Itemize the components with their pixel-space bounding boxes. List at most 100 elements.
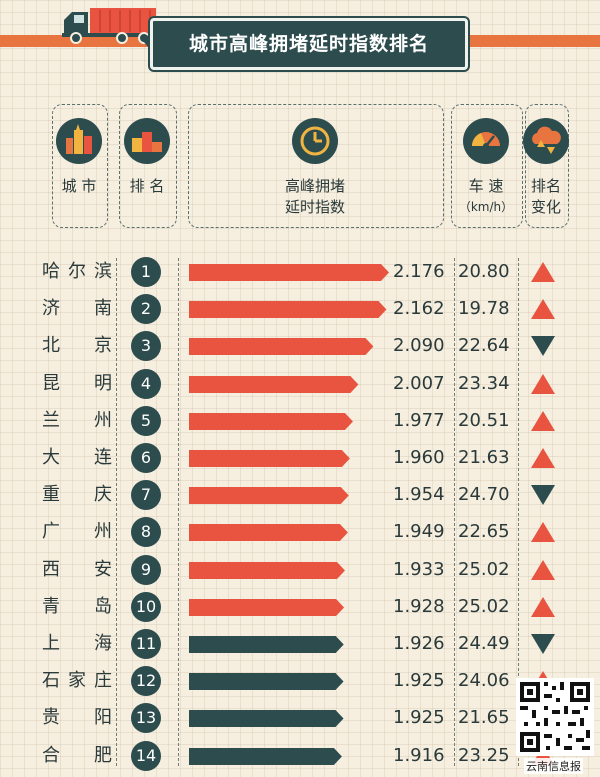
index-bar-shape bbox=[189, 524, 348, 542]
index-bar-shape bbox=[189, 561, 345, 579]
index-bar-shape bbox=[189, 450, 350, 467]
index-bar-shape bbox=[189, 636, 344, 653]
index-bar bbox=[189, 412, 353, 430]
rank-badge: 1 bbox=[131, 257, 161, 287]
index-bar bbox=[189, 450, 350, 467]
index-bar bbox=[189, 264, 389, 281]
column-separator bbox=[178, 258, 181, 766]
speed-value: 24.49 bbox=[458, 633, 510, 654]
speed-header-label-2: （km/h） bbox=[458, 200, 514, 214]
city-label: 昆明 bbox=[42, 372, 112, 394]
clock-icon bbox=[292, 118, 338, 164]
watermark-text: 云南信息报 bbox=[524, 758, 583, 774]
index-header-label-1: 高峰拥堵 bbox=[284, 177, 345, 195]
rank-up-icon bbox=[531, 522, 555, 543]
index-value: 2.090 bbox=[393, 335, 445, 357]
city-label: 石家庄 bbox=[42, 670, 112, 692]
index-bar bbox=[189, 524, 348, 542]
index-value: 1.933 bbox=[393, 558, 445, 580]
rank-badge: 6 bbox=[131, 443, 161, 473]
rank-badge: 11 bbox=[131, 629, 161, 659]
rank-up-icon bbox=[531, 410, 555, 431]
index-bar-shape bbox=[189, 747, 342, 765]
rank-up-icon bbox=[531, 262, 555, 282]
city-column-header bbox=[52, 104, 108, 228]
speed-value: 20.51 bbox=[458, 409, 510, 431]
city-label: 贵阳 bbox=[42, 707, 112, 729]
index-header-label-2: 延时指数 bbox=[284, 198, 345, 216]
rank-down-icon bbox=[531, 634, 555, 654]
city-label: 大连 bbox=[42, 447, 112, 468]
index-value: 1.960 bbox=[393, 447, 445, 468]
index-value: 1.916 bbox=[393, 744, 445, 766]
index-value: 1.928 bbox=[393, 595, 445, 617]
speed-value: 19.78 bbox=[458, 298, 510, 320]
index-bar bbox=[189, 636, 344, 653]
rank-up-icon bbox=[531, 559, 555, 580]
index-bar bbox=[189, 338, 374, 356]
index-bar bbox=[189, 561, 345, 579]
speed-value: 22.64 bbox=[458, 335, 510, 357]
index-value: 1.925 bbox=[393, 670, 445, 692]
city-label: 济南 bbox=[42, 298, 112, 320]
rank-badge: 2 bbox=[131, 294, 161, 325]
index-bar-shape bbox=[189, 412, 353, 430]
index-bar-shape bbox=[189, 487, 349, 505]
city-label: 哈尔滨 bbox=[42, 261, 112, 282]
column-separator bbox=[518, 258, 521, 766]
change-header-label-2: 变化 bbox=[530, 198, 561, 216]
rank-down-icon bbox=[531, 485, 555, 506]
index-bar bbox=[189, 673, 344, 691]
index-column-header bbox=[188, 104, 444, 228]
city-label: 上海 bbox=[42, 633, 112, 654]
podium-icon bbox=[124, 118, 170, 164]
speed-value: 21.65 bbox=[458, 707, 510, 729]
index-value: 2.176 bbox=[393, 261, 445, 282]
chart-title: 城市高峰拥堵延时指数排名 bbox=[188, 33, 429, 55]
rank-up-icon bbox=[531, 448, 555, 468]
change-header-label-1: 排名 bbox=[530, 177, 561, 195]
rank-badge: 8 bbox=[131, 517, 161, 548]
index-bar-shape bbox=[189, 375, 359, 393]
city-label: 青岛 bbox=[42, 595, 112, 617]
speed-value: 25.02 bbox=[458, 595, 510, 617]
speed-value: 21.63 bbox=[458, 447, 510, 468]
index-bar bbox=[189, 710, 344, 728]
index-bar-shape bbox=[189, 301, 387, 319]
city-header-label: 城 市 bbox=[61, 177, 97, 195]
column-separator bbox=[116, 258, 119, 766]
rank-badge: 13 bbox=[131, 703, 161, 734]
index-bar bbox=[189, 747, 342, 765]
city-label: 广州 bbox=[42, 521, 112, 543]
cloud-arrows-icon bbox=[523, 118, 569, 164]
index-value: 1.949 bbox=[393, 521, 445, 543]
rank-column-header bbox=[119, 104, 177, 228]
index-value: 1.926 bbox=[393, 633, 445, 654]
city-label: 合肥 bbox=[42, 744, 112, 766]
rank-badge: 7 bbox=[131, 480, 161, 511]
rank-header-label: 排 名 bbox=[129, 177, 165, 195]
rank-up-icon bbox=[531, 299, 555, 320]
index-value: 2.162 bbox=[393, 298, 445, 320]
index-bar-shape bbox=[189, 338, 374, 356]
speed-header-label-1: 车 速 bbox=[468, 177, 504, 195]
index-bar-shape bbox=[189, 673, 344, 691]
speedometer-icon bbox=[463, 118, 509, 164]
index-value: 2.007 bbox=[393, 372, 445, 394]
speed-value: 23.34 bbox=[458, 372, 510, 394]
index-bar bbox=[189, 301, 387, 319]
column-separator bbox=[454, 258, 457, 766]
speed-value: 25.02 bbox=[458, 558, 510, 580]
speed-value: 22.65 bbox=[458, 521, 510, 543]
title-banner: 城市高峰拥堵延时指数排名 bbox=[150, 18, 468, 70]
index-bar-shape bbox=[189, 264, 389, 281]
speed-value: 23.25 bbox=[458, 744, 510, 766]
rank-badge: 10 bbox=[131, 591, 161, 622]
rank-up-icon bbox=[531, 596, 555, 617]
city-label: 重庆 bbox=[42, 484, 112, 506]
index-value: 1.925 bbox=[393, 707, 445, 729]
city-label: 北京 bbox=[42, 335, 112, 357]
speed-value: 24.70 bbox=[458, 484, 510, 506]
rank-badge: 4 bbox=[131, 368, 161, 399]
index-value: 1.954 bbox=[393, 484, 445, 506]
